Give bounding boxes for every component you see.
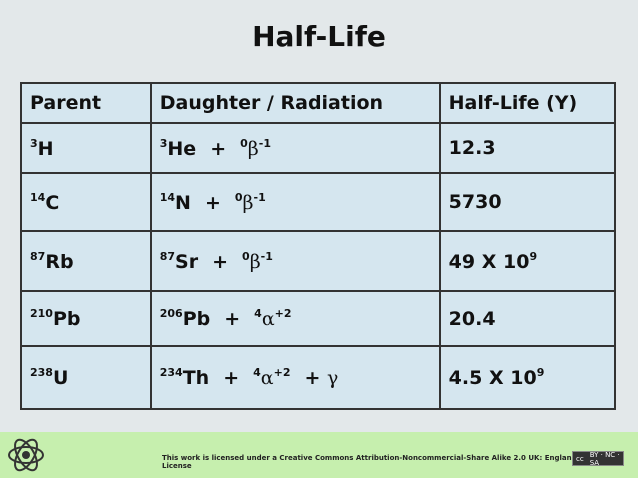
table-row: 210Pb 206Pb +4α+2 20.4 <box>20 290 617 347</box>
daughter-cell: 14N +0β-1 <box>149 172 441 232</box>
charge: -1 <box>260 249 273 263</box>
mass-number: 4 <box>254 307 262 320</box>
element-symbol: He <box>167 137 197 160</box>
mass-number: 87 <box>159 249 176 263</box>
particle: γ <box>327 367 339 389</box>
coefficient: 4.5 <box>448 367 483 389</box>
mass-number: 14 <box>159 190 176 204</box>
times: X <box>481 250 497 273</box>
element-symbol: Pb <box>182 308 211 330</box>
mass-number: 0 <box>234 190 243 204</box>
half-life-cell: 5730 <box>438 172 617 232</box>
exponent: 9 <box>529 249 538 263</box>
element-symbol: N <box>175 191 191 214</box>
badge-terms: BY · NC · SA <box>589 450 620 467</box>
plus: + <box>210 137 227 160</box>
plus: + <box>204 191 221 214</box>
half-life-cell: 4.5 X 109 <box>438 345 617 410</box>
element-symbol: Th <box>182 367 210 389</box>
half-life-cell: 20.4 <box>438 290 617 347</box>
parent-cell: 3H <box>20 122 152 174</box>
times: X <box>488 367 504 389</box>
table-row: 3H 3He +0β-1 12.3 <box>20 122 617 174</box>
element-symbol: H <box>37 137 54 160</box>
mass-number: 238 <box>30 366 53 379</box>
plus: + <box>304 367 321 389</box>
logo <box>8 438 44 472</box>
mass-number: 234 <box>159 366 183 379</box>
plus: + <box>212 250 229 273</box>
license-text: This work is licensed under a Creative C… <box>162 454 612 470</box>
column-header: Parent <box>20 82 152 124</box>
parent-cell: 87Rb <box>20 230 152 292</box>
daughter-cell: 234Th +4α+2 + γ <box>149 345 441 410</box>
parent-cell: 210Pb <box>20 290 152 347</box>
charge: +2 <box>273 366 291 379</box>
particle: α <box>260 367 274 389</box>
coefficient: 49 <box>448 250 476 273</box>
charge: -1 <box>253 190 266 204</box>
exponent: 9 <box>536 366 545 379</box>
table-row: 238U 234Th +4α+2 + γ 4.5 X 109 <box>20 345 617 410</box>
table: Parent Daughter / Radiation Half-Life (Y… <box>20 82 617 410</box>
license-badge[interactable]: cc BY · NC · SA <box>572 450 624 467</box>
plus: + <box>224 308 241 330</box>
parent-cell: 238U <box>20 345 152 410</box>
element-symbol: U <box>52 367 69 389</box>
daughter-cell: 87Sr +0β-1 <box>149 230 441 292</box>
mass-number: 206 <box>159 307 183 320</box>
particle: α <box>261 308 275 330</box>
column-header: Half-Life (Y) <box>438 82 617 124</box>
parent-cell: 14C <box>20 172 152 232</box>
particle: β <box>242 191 254 214</box>
particle: β <box>247 137 259 160</box>
footer: This work is licensed under a Creative C… <box>0 432 638 478</box>
element-symbol: Sr <box>175 250 199 273</box>
mass-number: 14 <box>30 190 46 204</box>
mass-number: 3 <box>159 136 168 150</box>
mass-number: 0 <box>242 249 250 263</box>
half-life-cell: 49 X 109 <box>438 230 617 292</box>
charge: -1 <box>258 136 271 150</box>
header-row: Parent Daughter / Radiation Half-Life (Y… <box>20 82 617 124</box>
base: 10 <box>510 367 537 389</box>
daughter-cell: 3He +0β-1 <box>149 122 441 174</box>
base: 10 <box>503 250 530 273</box>
half-life-cell: 12.3 <box>438 122 617 174</box>
element-symbol: C <box>45 191 60 214</box>
element-symbol: Pb <box>52 308 81 330</box>
daughter-cell: 206Pb +4α+2 <box>149 290 441 347</box>
charge: +2 <box>274 307 292 320</box>
mass-number: 87 <box>30 249 46 263</box>
mass-number: 210 <box>30 307 53 320</box>
mass-number: 0 <box>240 136 248 150</box>
mass-number: 3 <box>30 136 38 150</box>
table-row: 87Rb 87Sr +0β-1 49 X 109 <box>20 230 617 292</box>
column-header: Daughter / Radiation <box>149 82 441 124</box>
title: Half-Life <box>252 20 386 53</box>
table-row: 14C 14N +0β-1 5730 <box>20 172 617 232</box>
plus: + <box>223 367 240 389</box>
particle: β <box>249 250 261 273</box>
mass-number: 4 <box>253 366 261 379</box>
element-symbol: Rb <box>45 250 74 273</box>
badge-cc: cc <box>576 454 584 463</box>
